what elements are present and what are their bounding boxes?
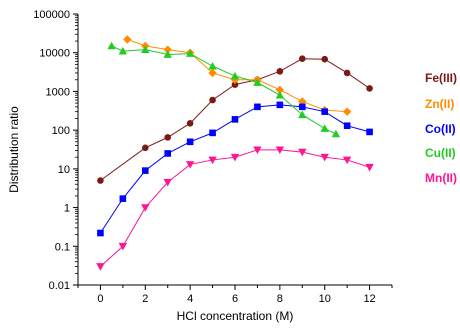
data-point [141,167,149,174]
axes: 0 2 4 6 8 10 12 0.01 0.1 1 10 100 1000 10000 100000 [33,9,393,305]
data-point [365,163,374,172]
data-point [343,122,351,130]
data-point [186,138,194,146]
data-point [164,134,172,141]
data-point [123,35,132,44]
data-point [275,146,285,155]
y-tick-label: 1000 [46,86,70,98]
y-axis-title: Distribution ratio [7,106,21,193]
data-point [253,78,262,86]
data-point [321,55,329,63]
data-point [185,49,195,57]
data-point [209,129,216,137]
data-point [321,108,329,115]
data-point [230,71,240,80]
data-point [209,96,216,104]
data-point [141,144,149,152]
data-point [230,153,240,162]
data-point [208,68,217,78]
legend-label-fe-iii: Fe(III) [425,71,457,85]
x-tick-label: 10 [319,293,331,305]
y-tick-label: 10000 [39,48,70,60]
y-tick-label: 10 [58,164,70,176]
series-line [111,45,337,135]
data-point [186,120,194,127]
data-point [119,195,127,202]
y-tick-label: 100 [52,125,70,137]
data-point [254,103,261,111]
data-point [298,148,307,157]
data-point [97,177,104,184]
series-line [100,149,370,267]
data-point [231,81,239,88]
legend-label-co-ii: Co(II) [425,122,456,136]
data-point [118,242,128,251]
data-point [331,129,341,138]
series-cu-ii [107,41,341,138]
y-tick-label: 1 [64,203,70,215]
data-point [208,156,217,165]
data-point [231,116,239,123]
data-point [320,124,329,132]
series-line [100,58,370,181]
data-point [342,107,352,116]
x-tick-label: 12 [363,293,375,305]
data-point [141,204,150,212]
data-point [298,103,306,111]
series-mn-ii [96,146,374,271]
series-line [127,38,348,113]
y-tick-label: 0.01 [49,280,70,292]
data-point [185,161,195,169]
data-point [275,90,285,99]
data-point [320,153,329,162]
x-tick-label: 8 [277,293,283,305]
series-zn-ii [123,35,352,116]
data-point [107,41,116,50]
x-axis-title: HCl concentration (M) [177,309,294,323]
data-point [163,50,172,58]
data-point [366,85,373,92]
data-point [141,45,150,54]
series-layer [96,35,374,271]
data-point [366,128,373,136]
x-tick-label: 2 [142,293,148,305]
legend-label-zn-ii: Zn(II) [425,97,454,111]
data-point [164,150,172,157]
data-point [208,61,217,70]
x-tick-label: 0 [97,293,103,305]
series-line [100,104,370,234]
data-point [276,68,284,75]
data-point [97,229,104,237]
data-point [253,146,262,155]
data-point [230,75,240,84]
x-tick-label: 6 [232,293,238,305]
x-tick-label: 4 [187,293,193,305]
data-point [96,263,105,271]
data-point [163,45,172,54]
legend-label-cu-ii: Cu(II) [425,146,456,160]
data-point [275,85,285,95]
data-point [163,178,172,187]
series-co-ii [97,101,373,237]
data-point [298,110,307,119]
data-point [118,46,128,55]
y-tick-label: 100000 [33,9,70,21]
data-point [342,156,352,165]
data-point [276,101,284,109]
y-tick-label: 0.1 [55,241,70,253]
legend: Fe(III) Zn(II) Co(II) Cu(II) Mn(II) [425,71,457,185]
data-point [343,69,351,77]
legend-label-mn-ii: Mn(II) [425,171,457,185]
data-point [298,55,306,63]
